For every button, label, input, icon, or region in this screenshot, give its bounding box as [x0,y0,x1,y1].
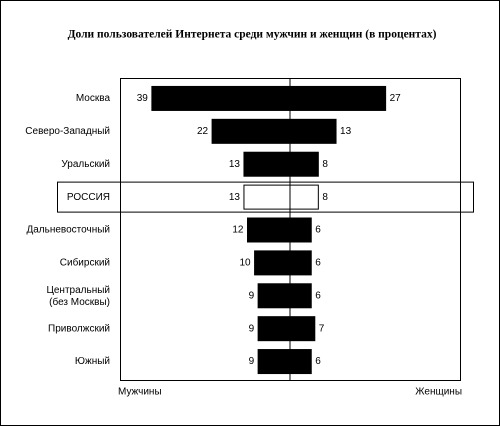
value-label: 6 [315,290,321,301]
category-label: Южный [75,356,110,367]
bar [289,250,312,276]
bar [211,118,291,144]
bar [151,85,291,111]
bar [243,151,291,177]
bar [247,217,291,243]
bar [289,283,312,309]
bar [257,349,291,375]
value-label: 13 [229,159,241,170]
bar [289,349,312,375]
value-label: 39 [137,93,149,104]
bar [243,184,291,210]
category-label: Центральный (без Москвы) [46,284,110,307]
value-label: 8 [322,159,328,170]
value-label: 8 [322,192,328,203]
bar [257,283,291,309]
bar [257,316,291,342]
right-axis-label: Женщины [415,387,462,398]
category-label: Уральский [61,159,110,170]
bar [289,217,312,243]
bar [289,85,387,111]
bar [254,250,291,276]
category-label: Северо-Западный [25,126,110,137]
value-label: 6 [315,356,321,367]
highlight-box [57,181,474,213]
value-label: 9 [249,323,255,334]
value-label: 6 [315,225,321,236]
plot-frame [120,78,461,381]
category-label: Приволжский [48,323,110,334]
value-label: 27 [390,93,402,104]
value-label: 12 [232,225,244,236]
value-label: 6 [315,258,321,269]
bar [289,118,337,144]
bar [289,316,316,342]
value-label: 7 [319,323,325,334]
category-label: Сибирский [60,257,110,269]
category-label: Москва [76,93,111,104]
value-label: 22 [197,126,209,137]
bar [289,151,319,177]
category-label: РОССИЯ [67,192,110,203]
value-label: 9 [249,356,255,367]
value-label: 9 [249,290,255,301]
value-label: 13 [229,192,241,203]
left-axis-label: Мужчины [118,387,162,398]
category-label: Дальневосточный [26,225,110,236]
bar [289,184,319,210]
value-label: 10 [239,258,251,269]
value-label: 13 [340,126,352,137]
chart-title: Доли пользователей Интернета среди мужчи… [68,29,437,41]
